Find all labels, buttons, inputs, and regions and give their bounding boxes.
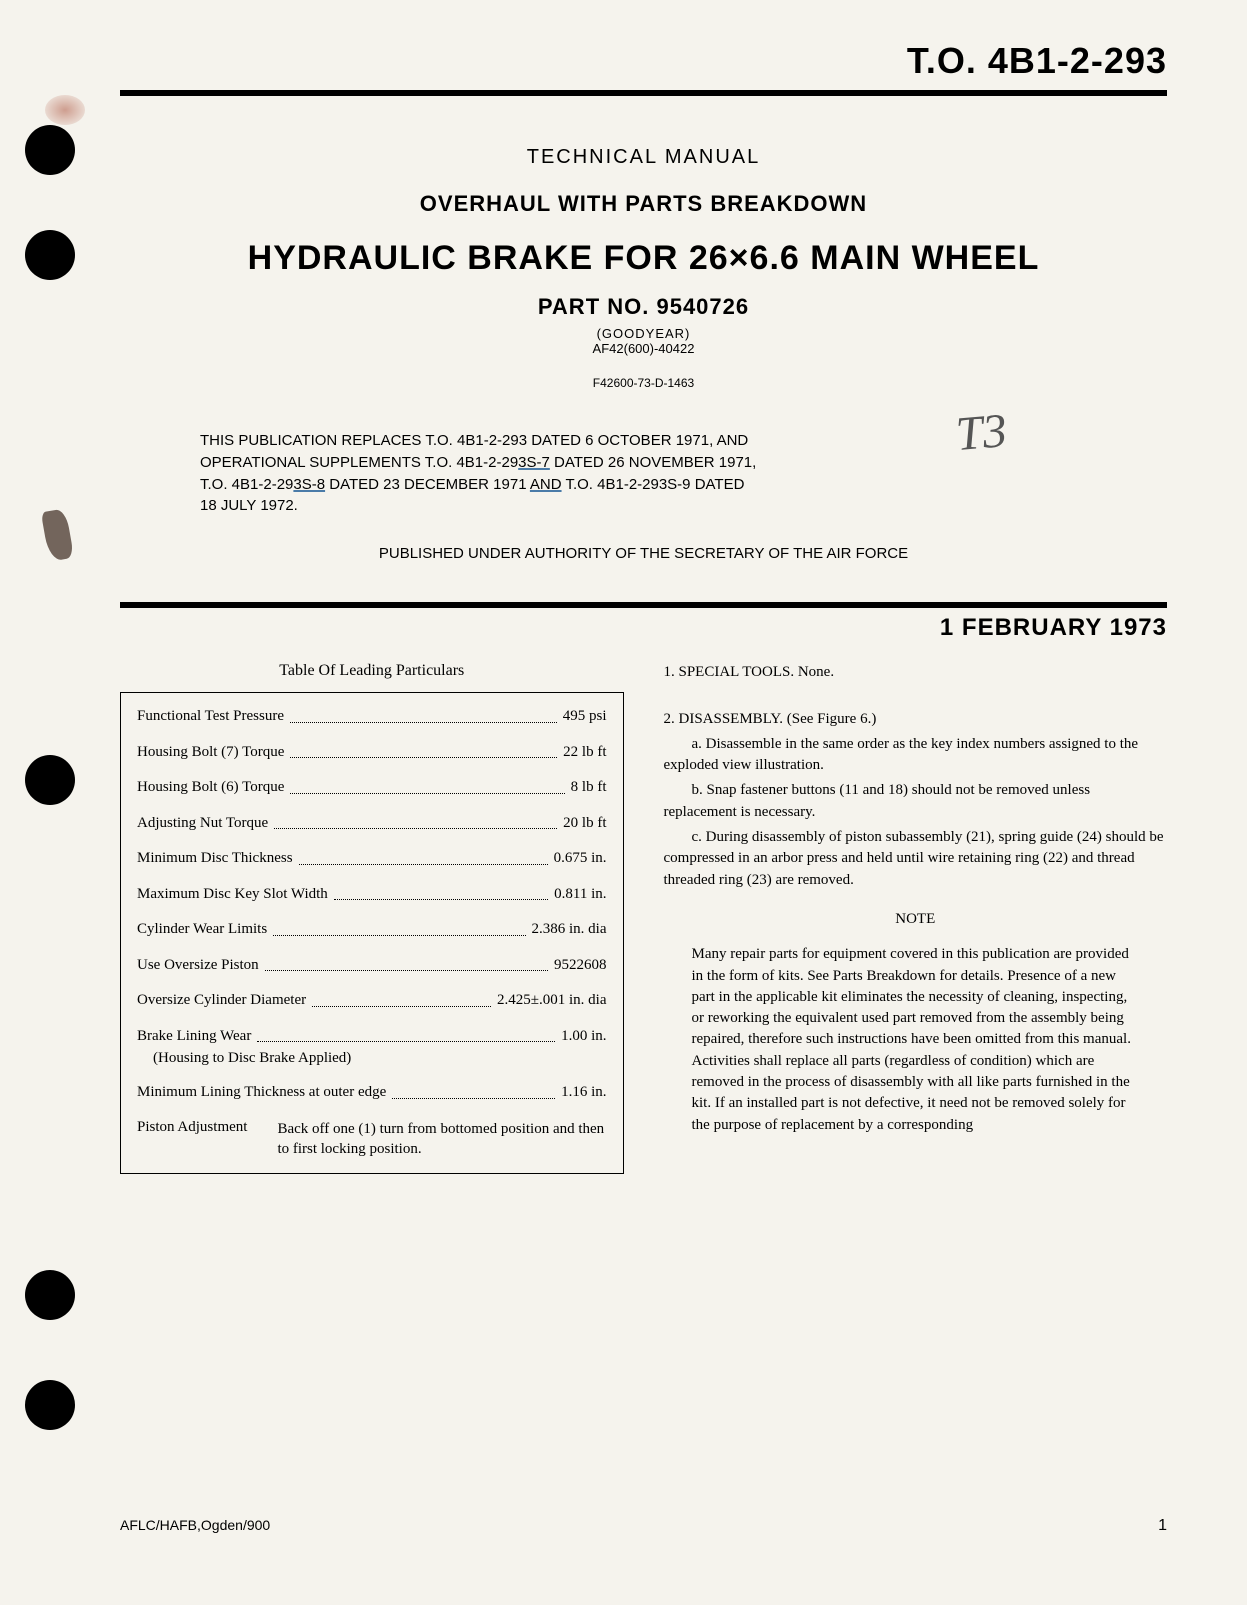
row-value: 9522608	[554, 956, 607, 976]
replacement-line: T.O. 4B1-2-293S-9 DATED	[562, 476, 745, 493]
table-row: Use Oversize Piston 9522608	[137, 956, 607, 976]
row-label: Use Oversize Piston	[137, 956, 259, 976]
leader-dots	[290, 707, 557, 723]
main-title: HYDRAULIC BRAKE FOR 26×6.6 MAIN WHEEL	[120, 239, 1167, 278]
left-column: Table Of Leading Particulars Functional …	[120, 662, 624, 1174]
row-label: Housing Bolt (6) Torque	[137, 778, 284, 798]
row-label: Housing Bolt (7) Torque	[137, 743, 284, 763]
leader-dots	[274, 814, 557, 830]
note-heading: NOTE	[664, 909, 1168, 930]
replacement-line: THIS PUBLICATION REPLACES T.O. 4B1-2-293…	[200, 432, 748, 449]
piston-desc: Back off one (1) turn from bottomed posi…	[277, 1119, 606, 1160]
row-label: Adjusting Nut Torque	[137, 814, 268, 834]
row-label: Brake Lining Wear	[137, 1027, 251, 1047]
replacement-line: DATED 26 NOVEMBER 1971,	[550, 454, 756, 471]
row-label: Cylinder Wear Limits	[137, 920, 267, 940]
table-row: Maximum Disc Key Slot Width 0.811 in.	[137, 885, 607, 905]
page-mark	[41, 508, 74, 562]
table-row: Minimum Lining Thickness at outer edge 1…	[137, 1083, 607, 1103]
table-row: Functional Test Pressure 495 psi	[137, 707, 607, 727]
leader-dots	[273, 920, 525, 936]
row-value: 495 psi	[563, 707, 607, 727]
row-value: 1.16 in.	[561, 1083, 606, 1103]
row-label: Functional Test Pressure	[137, 707, 284, 727]
note-text: Many repair parts for equipment covered …	[692, 944, 1140, 1136]
section-special-tools: 1. SPECIAL TOOLS. None.	[664, 662, 1168, 683]
replacement-notice: THIS PUBLICATION REPLACES T.O. 4B1-2-293…	[200, 430, 1087, 517]
content-columns: Table Of Leading Particulars Functional …	[120, 662, 1167, 1174]
row-label: Oversize Cylinder Diameter	[137, 991, 306, 1011]
table-row: Housing Bolt (7) Torque 22 lb ft	[137, 743, 607, 763]
step-c: c. During disassembly of piston subassem…	[664, 827, 1168, 891]
binder-hole	[25, 125, 75, 175]
row-value: 0.811 in.	[554, 885, 606, 905]
binder-hole	[25, 755, 75, 805]
sub-label: (Housing to Disc Brake Applied)	[153, 1050, 607, 1067]
page-number: 1	[1158, 1517, 1167, 1535]
date-rule	[120, 602, 1167, 608]
page-footer: AFLC/HAFB,Ogden/900 1	[120, 1517, 1167, 1535]
step-b: b. Snap fastener buttons (11 and 18) sho…	[664, 780, 1168, 823]
authority-statement: PUBLISHED UNDER AUTHORITY OF THE SECRETA…	[120, 545, 1167, 562]
section-disassembly: 2. DISASSEMBLY. (See Figure 6.)	[664, 709, 1168, 730]
row-value: 20 lb ft	[563, 814, 606, 834]
table-row: Brake Lining Wear 1.00 in.	[137, 1027, 607, 1047]
leader-dots	[290, 743, 557, 759]
right-column: 1. SPECIAL TOOLS. None. 2. DISASSEMBLY. …	[664, 662, 1168, 1174]
page-smudge	[45, 95, 85, 125]
replacement-line: T.O. 4B1-2-29	[200, 476, 293, 493]
to-number: T.O. 4B1-2-293	[120, 40, 1167, 82]
header-rule	[120, 90, 1167, 96]
doc-number: F42600-73-D-1463	[120, 376, 1167, 390]
piston-adjustment-row: Piston Adjustment Back off one (1) turn …	[137, 1119, 607, 1160]
overhaul-label: OVERHAUL WITH PARTS BREAKDOWN	[120, 191, 1167, 217]
table-row: Oversize Cylinder Diameter 2.425±.001 in…	[137, 991, 607, 1011]
leader-dots	[334, 885, 548, 901]
header-block: TECHNICAL MANUAL OVERHAUL WITH PARTS BRE…	[120, 146, 1167, 390]
contract-number: AF42(600)-40422	[120, 341, 1167, 356]
table-row: Housing Bolt (6) Torque 8 lb ft	[137, 778, 607, 798]
binder-hole	[25, 230, 75, 280]
underlined-ref: 3S-7	[518, 454, 550, 471]
handwritten-note: T3	[954, 403, 1009, 462]
row-label: Minimum Lining Thickness at outer edge	[137, 1083, 386, 1103]
part-number: PART NO. 9540726	[120, 294, 1167, 320]
row-value: 22 lb ft	[563, 743, 606, 763]
row-value: 8 lb ft	[571, 778, 607, 798]
replacement-line: DATED 23 DECEMBER 1971	[325, 476, 530, 493]
row-value: 2.386 in. dia	[532, 920, 607, 940]
table-row: Cylinder Wear Limits 2.386 in. dia	[137, 920, 607, 940]
underlined-ref: 3S-8	[293, 476, 325, 493]
row-label: Maximum Disc Key Slot Width	[137, 885, 328, 905]
leader-dots	[290, 778, 564, 794]
leader-dots	[265, 956, 548, 972]
manufacturer: (GOODYEAR)	[120, 326, 1167, 341]
tech-manual-label: TECHNICAL MANUAL	[120, 146, 1167, 169]
publication-date: 1 FEBRUARY 1973	[120, 614, 1167, 642]
row-value: 2.425±.001 in. dia	[497, 991, 606, 1011]
replacement-line: OPERATIONAL SUPPLEMENTS T.O. 4B1-2-29	[200, 454, 518, 471]
piston-label: Piston Adjustment	[137, 1119, 247, 1160]
footer-left: AFLC/HAFB,Ogden/900	[120, 1517, 270, 1535]
leader-dots	[392, 1083, 555, 1099]
step-a: a. Disassemble in the same order as the …	[664, 734, 1168, 777]
table-title: Table Of Leading Particulars	[120, 662, 624, 680]
table-row: Adjusting Nut Torque 20 lb ft	[137, 814, 607, 834]
replacement-line: 18 JULY 1972.	[200, 497, 298, 514]
underlined-ref: AND	[530, 476, 562, 493]
row-value: 1.00 in.	[561, 1027, 606, 1047]
leader-dots	[257, 1027, 555, 1043]
row-value: 0.675 in.	[554, 849, 607, 869]
binder-hole	[25, 1270, 75, 1320]
row-label: Minimum Disc Thickness	[137, 849, 293, 869]
page: T.O. 4B1-2-293 TECHNICAL MANUAL OVERHAUL…	[120, 40, 1167, 1565]
leader-dots	[299, 849, 548, 865]
table-row: Minimum Disc Thickness 0.675 in.	[137, 849, 607, 869]
particulars-table: Functional Test Pressure 495 psi Housing…	[120, 692, 624, 1174]
leader-dots	[312, 991, 491, 1007]
binder-hole	[25, 1380, 75, 1430]
